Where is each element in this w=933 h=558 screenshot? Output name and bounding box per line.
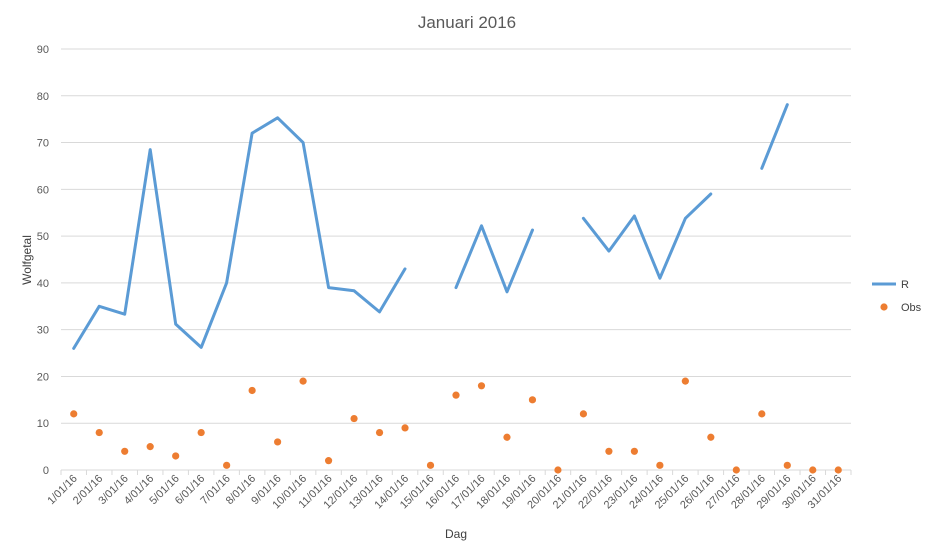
obs-point [248, 386, 256, 395]
x-axis-label: Dag [445, 527, 467, 541]
obs-point [274, 438, 282, 446]
obs-point [197, 428, 205, 437]
obs-point [375, 428, 384, 437]
y-tick-label: 90 [37, 44, 49, 56]
y-tick-label: 10 [37, 418, 49, 430]
obs-point [503, 433, 511, 441]
obs-point [630, 447, 638, 455]
y-tick-label: 80 [37, 91, 49, 103]
obs-point [121, 447, 129, 455]
y-tick-label: 50 [37, 231, 49, 243]
obs-point [605, 447, 613, 455]
series-r [72, 103, 789, 350]
y-axis-label: Wolfgetal [20, 235, 34, 285]
obs-point [401, 424, 409, 432]
obs-point [681, 377, 689, 385]
y-tick-label: 40 [37, 278, 49, 290]
series-obs [70, 377, 842, 474]
gridlines [61, 48, 851, 424]
y-tick-labels: 0 10 20 30 40 50 60 70 80 90 [37, 44, 49, 477]
y-tick-label: 30 [37, 325, 49, 337]
obs-point [732, 466, 740, 474]
series-r-line-segment [72, 116, 407, 350]
y-tick-label: 70 [37, 138, 49, 150]
obs-point [299, 377, 307, 385]
y-tick-label: 20 [37, 371, 49, 383]
series-r-line-segment [760, 103, 789, 170]
obs-point [172, 452, 180, 460]
obs-point [579, 410, 588, 418]
obs-point [146, 443, 154, 451]
y-tick-label: 0 [43, 465, 49, 477]
chart-title: Januari 2016 [418, 13, 516, 32]
obs-point [95, 428, 103, 437]
obs-point [350, 414, 358, 423]
obs-point [656, 461, 664, 469]
legend: R Obs [872, 279, 922, 314]
y-tick-label: 60 [37, 184, 49, 196]
obs-point [809, 466, 817, 474]
legend-obs-swatch [880, 303, 888, 311]
obs-point [426, 461, 435, 469]
obs-point [223, 461, 231, 469]
obs-point [528, 396, 537, 404]
obs-point [70, 410, 78, 418]
obs-point [324, 457, 333, 465]
obs-point [707, 433, 715, 441]
legend-r-label: R [901, 279, 909, 291]
obs-point [554, 466, 562, 474]
legend-obs-label: Obs [901, 302, 922, 314]
series-r-line-segment [581, 192, 713, 280]
obs-point [758, 410, 766, 418]
obs-point [834, 466, 842, 474]
obs-point [783, 461, 791, 469]
obs-point [477, 382, 486, 390]
obs-point [452, 391, 460, 399]
series-r-line-segment [454, 224, 534, 294]
